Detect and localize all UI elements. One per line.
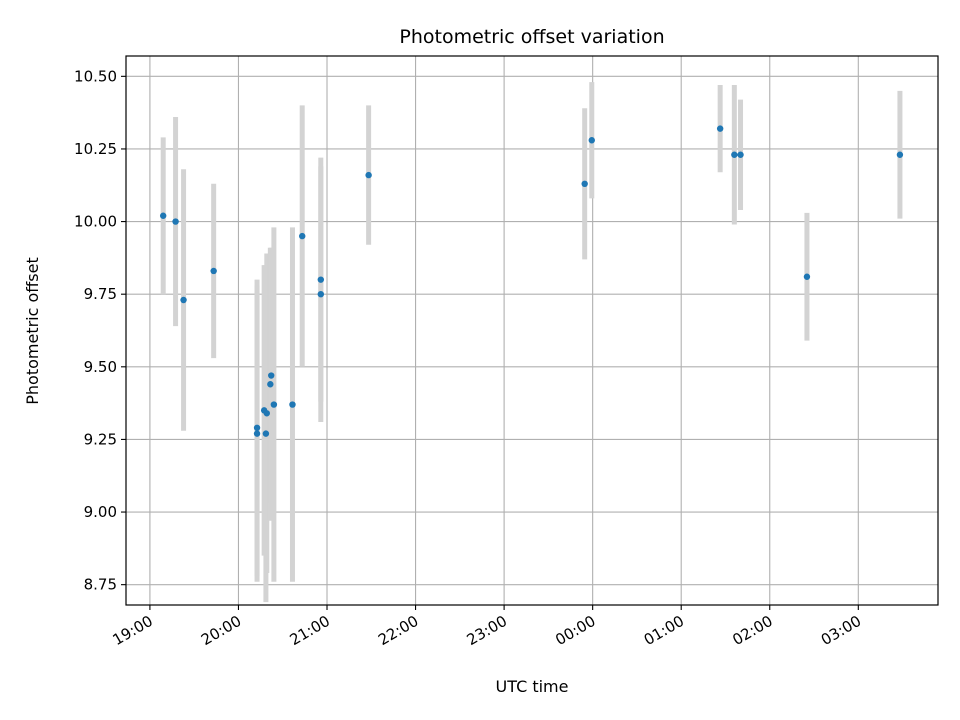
- x-axis-label: UTC time: [496, 677, 569, 696]
- y-axis-ticks: 8.75 9.00 9.25 9.50 9.75 10.00 10.25 10.50: [74, 67, 126, 594]
- data-point: [317, 276, 325, 283]
- y-tick-label: 9.00: [84, 503, 117, 521]
- data-point: [267, 381, 274, 388]
- data-point: [210, 267, 217, 275]
- data-point: [253, 424, 261, 432]
- y-tick-label: 10.25: [74, 140, 117, 158]
- y-tick-label: 9.75: [84, 285, 117, 303]
- data-point: [737, 151, 744, 158]
- chart-title: Photometric offset variation: [399, 26, 664, 48]
- data-point: [172, 218, 179, 225]
- data-point: [299, 232, 306, 240]
- y-tick-label: 9.50: [84, 358, 117, 376]
- data-point: [270, 401, 278, 408]
- data-point: [731, 151, 738, 158]
- y-tick-label: 10.00: [74, 213, 117, 231]
- data-point: [896, 151, 904, 158]
- data-point: [253, 430, 261, 437]
- y-tick-label: 10.50: [74, 67, 117, 85]
- data-point: [262, 430, 270, 437]
- data-points: [159, 125, 904, 437]
- data-point: [317, 290, 325, 298]
- data-point: [716, 125, 724, 132]
- data-point: [581, 180, 588, 188]
- data-point: [803, 273, 811, 280]
- data-point: [588, 137, 595, 144]
- data-point: [268, 372, 275, 379]
- data-point: [180, 296, 187, 304]
- data-point: [159, 212, 167, 219]
- data-point: [289, 401, 296, 408]
- data-point: [263, 410, 270, 417]
- y-tick-label: 9.25: [84, 430, 117, 448]
- y-axis-label: Photometric offset: [23, 257, 42, 405]
- plot-area-frame: [125, 55, 939, 606]
- y-tick-label: 8.75: [84, 576, 117, 594]
- data-point: [365, 171, 372, 179]
